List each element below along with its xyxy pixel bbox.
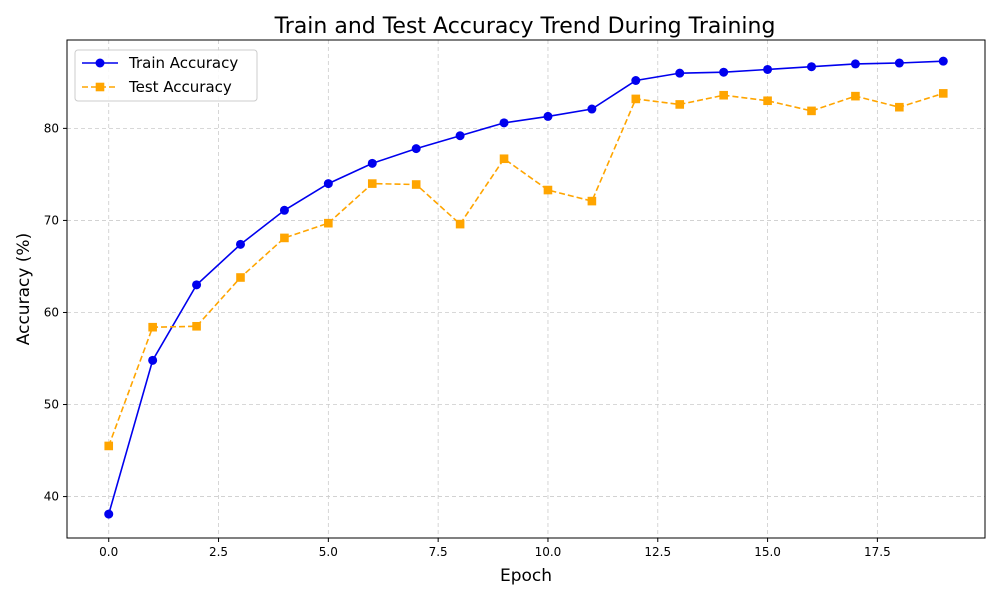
x-tick-label: 17.5	[864, 545, 891, 559]
train-accuracy-point	[807, 62, 817, 72]
train-accuracy-point	[719, 67, 729, 77]
x-tick-label: 2.5	[209, 545, 228, 559]
train-accuracy-point	[850, 59, 860, 69]
x-tick-label: 10.0	[535, 545, 562, 559]
test-accuracy-point	[543, 185, 553, 195]
series-layer	[104, 56, 948, 519]
test-accuracy-point	[675, 100, 685, 109]
train-accuracy-point	[367, 158, 377, 168]
train-accuracy-point	[279, 205, 289, 215]
train-accuracy-point	[411, 144, 421, 154]
test-accuracy-point	[324, 218, 333, 228]
test-accuracy-point	[236, 273, 245, 282]
grid-lines	[67, 40, 985, 538]
y-tick-label: 80	[44, 121, 59, 135]
test-accuracy-line	[107, 92, 944, 447]
test-accuracy-legend-label: Test Accuracy	[128, 78, 232, 96]
test-accuracy-point	[367, 179, 377, 188]
test-accuracy-point	[938, 89, 948, 98]
y-tick-label: 70	[44, 213, 59, 227]
train-accuracy-point	[938, 56, 948, 66]
legend: Train Accuracy Test Accuracy	[74, 49, 258, 102]
x-tick-label: 12.5	[644, 545, 671, 559]
test-accuracy-point	[455, 219, 465, 229]
train-accuracy-point	[587, 104, 597, 114]
test-accuracy-point	[499, 154, 509, 164]
x-tick-label: 7.5	[429, 545, 448, 559]
test-accuracy-point	[895, 102, 904, 112]
test-accuracy-point	[719, 90, 728, 100]
chart-title: Train and Test Accuracy Trend During Tra…	[274, 14, 776, 39]
train-accuracy-point	[543, 111, 553, 121]
test-accuracy-point	[411, 180, 421, 189]
x-tick-label: 15.0	[754, 545, 781, 559]
train-accuracy-point	[763, 64, 773, 74]
test-accuracy-point	[104, 441, 114, 451]
y-tick-label: 60	[44, 305, 59, 319]
train-accuracy-point	[104, 509, 114, 519]
train-accuracy-point	[499, 118, 509, 128]
train-accuracy-point	[235, 239, 245, 249]
legend-box	[74, 49, 258, 102]
plot-frame	[66, 39, 986, 539]
train-accuracy-point	[894, 58, 904, 68]
train-accuracy-line	[107, 60, 944, 515]
train-accuracy-point	[675, 68, 685, 78]
test-accuracy-point	[148, 322, 157, 332]
x-tick-label: 5.0	[319, 545, 338, 559]
train-accuracy-point	[323, 179, 333, 189]
y-tick-label: 40	[44, 490, 59, 504]
test-accuracy-legend-marker	[95, 82, 105, 92]
test-accuracy-point	[851, 91, 860, 101]
test-accuracy-point	[280, 233, 289, 243]
y-tick-label: 50	[44, 398, 59, 412]
axis-ticks: 0.0 2.5 5.0 7.5 10.0 12.5 15.0 17.5 40 50 60 70 80	[44, 121, 891, 559]
test-accuracy-point	[763, 96, 772, 106]
test-accuracy-point	[587, 196, 597, 206]
train-accuracy-point	[148, 355, 158, 365]
train-accuracy-point	[192, 280, 202, 290]
test-accuracy-point	[807, 106, 816, 116]
train-accuracy-legend-label: Train Accuracy	[128, 54, 238, 72]
x-tick-label: 0.0	[99, 545, 118, 559]
train-accuracy-legend-marker	[95, 58, 105, 68]
test-accuracy-point	[631, 94, 641, 104]
train-accuracy-point	[455, 131, 465, 141]
y-axis-title: Accuracy (%)	[14, 233, 34, 345]
x-axis-title: Epoch	[500, 566, 552, 586]
test-accuracy-point	[192, 321, 201, 331]
train-accuracy-point	[631, 76, 641, 86]
